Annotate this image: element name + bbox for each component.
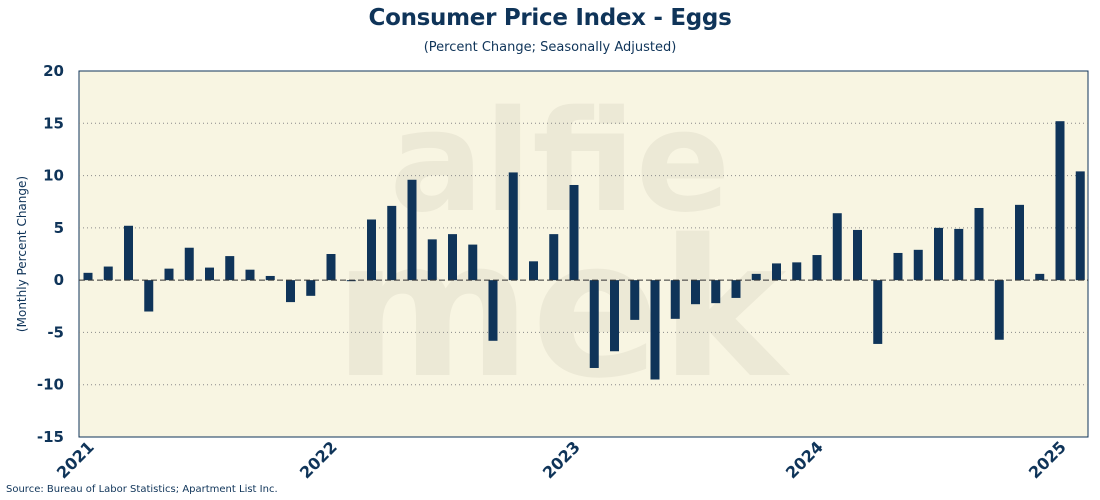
bar-2021-05 [164,268,174,281]
x-tick-label: 2023 [539,437,584,482]
bar-2023-06 [670,280,680,319]
y-tick-label: 15 [43,114,64,132]
bar-2022-11 [529,261,538,281]
x-tick-label: 2022 [296,437,341,482]
bar-2024-03 [853,229,862,281]
bar-2022-10 [508,172,518,281]
gridlines [79,122,1088,386]
bar-2025-01 [1055,121,1065,281]
y-tick-label: -5 [47,323,64,341]
x-tick-label: 2025 [1025,437,1070,482]
bar-2024-09 [974,207,984,281]
bar-2024-02 [832,213,842,281]
bar-2024-07 [934,227,943,281]
bar-2024-05 [893,252,903,281]
bar-2023-03 [610,280,619,352]
bar-2024-11 [1015,204,1024,281]
bar-2021-07 [205,267,214,281]
bar-2023-07 [691,280,700,305]
bar-2023-05 [650,280,660,380]
watermark: alfie mek [333,81,790,420]
x-tick-label: 2024 [782,437,827,482]
bar-2021-06 [184,247,194,281]
bars [83,121,1085,380]
bar-2023-12 [792,262,802,281]
bar-2022-07 [448,234,457,281]
bar-2022-12 [549,234,559,281]
bar-2024-08 [954,228,964,281]
bar-2021-11 [286,280,295,303]
bar-2024-10 [994,280,1004,340]
watermark-line2: mek [333,199,790,420]
y-axis-ticks: -15 -10 -5 0 5 10 15 20 [37,62,64,446]
bar-2024-06 [913,249,923,281]
chart-subtitle: (Percent Change; Seasonally Adjusted) [423,40,677,55]
bar-2022-04 [387,205,397,281]
bar-2024-01 [812,255,822,281]
bar-2022-06 [427,239,437,281]
bar-2022-01 [326,254,336,281]
y-tick-label: 5 [54,219,64,237]
bar-2022-09 [488,280,498,341]
bar-2021-08 [225,256,235,281]
bar-2021-04 [144,280,154,312]
bar-2024-12 [1035,273,1045,281]
bar-2025-02 [1075,171,1085,281]
bar-2022-03 [367,219,376,281]
bar-2021-02 [103,266,113,281]
bar-2022-08 [468,244,478,281]
bar-2023-08 [711,280,721,304]
chart-title: Consumer Price Index - Eggs [368,5,732,31]
y-tick-label: 0 [54,271,64,289]
y-tick-label: -15 [37,428,64,446]
bar-2022-05 [407,179,417,281]
y-tick-label: -10 [37,376,64,394]
bar-2023-02 [589,280,599,368]
bar-2023-09 [731,280,741,298]
bar-2022-02 [346,280,356,282]
bar-2021-12 [306,280,316,296]
y-axis-label: (Monthly Percent Change) [15,176,29,332]
bar-2021-10 [265,275,275,281]
bar-2021-03 [124,225,133,281]
bar-2023-01 [569,184,579,281]
bar-2021-01 [83,272,93,281]
bar-2021-09 [245,269,255,281]
bar-2023-10 [751,273,761,281]
x-axis-ticks: 2021 2022 2023 2024 2025 [53,437,1070,482]
y-tick-label: 10 [43,167,64,185]
bar-2024-04 [873,280,883,344]
y-tick-label: 20 [43,62,64,80]
source-note: Source: Bureau of Labor Statistics; Apar… [6,484,278,495]
bar-2023-04 [630,280,640,320]
watermark-line1: alfie [389,81,730,244]
bar-2023-11 [772,263,781,281]
